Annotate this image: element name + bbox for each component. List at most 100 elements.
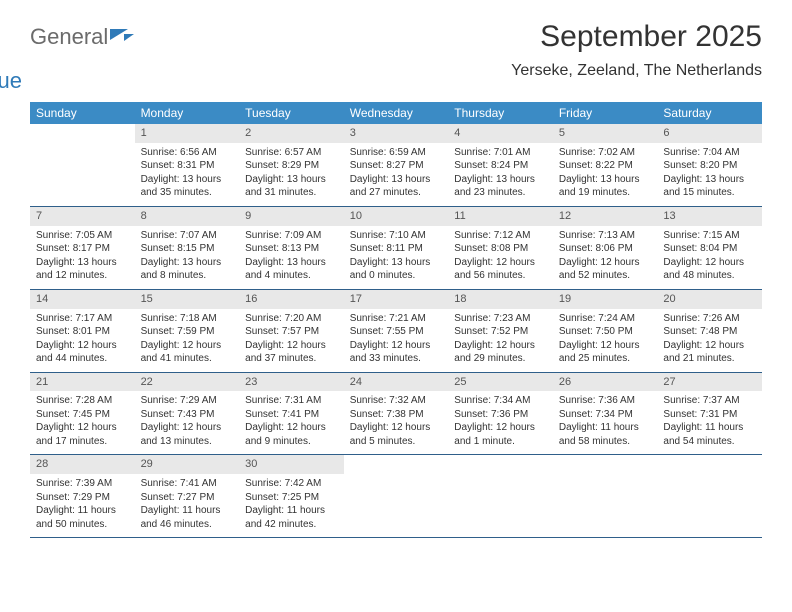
daylight-text: Daylight: 11 hours and 54 minutes. [663, 421, 756, 448]
sunset-text: Sunset: 8:22 PM [559, 159, 652, 173]
calendar-cell: 14Sunrise: 7:17 AMSunset: 8:01 PMDayligh… [30, 290, 135, 372]
weekday-wednesday: Wednesday [344, 102, 449, 124]
calendar-cell: 3Sunrise: 6:59 AMSunset: 8:27 PMDaylight… [344, 124, 449, 206]
daylight-text: Daylight: 11 hours and 46 minutes. [141, 504, 234, 531]
calendar-cell: 21Sunrise: 7:28 AMSunset: 7:45 PMDayligh… [30, 373, 135, 455]
day-number: 25 [448, 373, 553, 392]
calendar-cell [553, 455, 658, 537]
calendar-week: 7Sunrise: 7:05 AMSunset: 8:17 PMDaylight… [30, 207, 762, 290]
sunrise-text: Sunrise: 7:07 AM [141, 229, 234, 243]
calendar-week: 14 Sunrise: 7:17 AMSunset: 8:01 PM Dayligh… [30, 290, 762, 373]
sunset-text: Sunset: 8:01 PM [36, 325, 129, 339]
day-number: 3 [344, 124, 449, 143]
sunrise-text: Sunrise: 7:28 AM [36, 394, 129, 408]
daylight-text: Daylight: 12 hours and 25 minutes. [559, 339, 652, 366]
day-number: 30 [239, 455, 344, 474]
sunrise-text: Sunrise: 6:57 AM [245, 146, 338, 160]
sunrise-text: Sunrise: 7:10 AM [350, 229, 443, 243]
weekday-thursday: Thursday [448, 102, 553, 124]
calendar-week: 21Sunrise: 7:28 AMSunset: 7:45 PMDayligh… [30, 373, 762, 456]
daylight-text: Daylight: 11 hours and 58 minutes. [559, 421, 652, 448]
calendar-cell: 7Sunrise: 7:05 AMSunset: 8:17 PMDaylight… [30, 207, 135, 289]
brand-logo: General Blue [30, 26, 134, 92]
sunrise-text: Sunrise: 7:23 AM [454, 312, 547, 326]
sunrise-text: Sunrise: 7:29 AM [141, 394, 234, 408]
sunset-text: Sunset: 7:52 PM [454, 325, 547, 339]
sunset-text: Sunset: 8:24 PM [454, 159, 547, 173]
calendar-cell: 2Sunrise: 6:57 AMSunset: 8:29 PMDaylight… [239, 124, 344, 206]
daylight-text: Daylight: 11 hours and 50 minutes. [36, 504, 129, 531]
brand-text-blue: Blue [0, 70, 134, 92]
daylight-text: Daylight: 11 hours and 42 minutes. [245, 504, 338, 531]
day-number: 8 [135, 207, 240, 226]
day-number: 28 [30, 455, 135, 474]
sunset-text: Sunset: 8:15 PM [141, 242, 234, 256]
sunset-text: Sunset: 7:27 PM [141, 491, 234, 505]
calendar-cell: 4Sunrise: 7:01 AMSunset: 8:24 PMDaylight… [448, 124, 553, 206]
weekday-saturday: Saturday [657, 102, 762, 124]
sunrise-text: Sunrise: 7:18 AM [141, 312, 234, 326]
sunrise-text: Sunrise: 7:37 AM [663, 394, 756, 408]
sunset-text: Sunset: 8:08 PM [454, 242, 547, 256]
sunrise-text: Sunrise: 7:26 AM [663, 312, 756, 326]
day-number: 11 [448, 207, 553, 226]
calendar-cell: 9Sunrise: 7:09 AMSunset: 8:13 PMDaylight… [239, 207, 344, 289]
weekday-monday: Monday [135, 102, 240, 124]
location-text: Yerseke, Zeeland, The Netherlands [511, 62, 762, 80]
sunset-text: Sunset: 7:50 PM [559, 325, 652, 339]
sunrise-text: Sunrise: 7:13 AM [559, 229, 652, 243]
sunset-text: Sunset: 8:06 PM [559, 242, 652, 256]
sunset-text: Sunset: 7:43 PM [141, 408, 234, 422]
daylight-text: Daylight: 13 hours and 8 minutes. [141, 256, 234, 283]
sunrise-text: Sunrise: 7:12 AM [454, 229, 547, 243]
day-number: 16 [239, 290, 344, 309]
calendar-cell: 25Sunrise: 7:34 AMSunset: 7:36 PMDayligh… [448, 373, 553, 455]
sunset-text: Sunset: 7:38 PM [350, 408, 443, 422]
sunset-text: Sunset: 8:04 PM [663, 242, 756, 256]
calendar-cell: 1Sunrise: 6:56 AMSunset: 8:31 PMDaylight… [135, 124, 240, 206]
sunrise-text: Sunrise: 7:41 AM [141, 477, 234, 491]
calendar-week: 28Sunrise: 7:39 AMSunset: 7:29 PMDayligh… [30, 455, 762, 538]
sunrise-text: Sunrise: 7:17 AM [36, 312, 129, 326]
sunrise-text: Sunrise: 7:42 AM [245, 477, 338, 491]
calendar-cell [344, 455, 449, 537]
calendar-cell: 23Sunrise: 7:31 AMSunset: 7:41 PMDayligh… [239, 373, 344, 455]
daylight-text: Daylight: 13 hours and 0 minutes. [350, 256, 443, 283]
calendar-cell: 11 Sunrise: 7:12 AMSunset: 8:08 PMDayligh… [448, 207, 553, 289]
calendar-cell: 16Sunrise: 7:20 AMSunset: 7:57 PMDayligh… [239, 290, 344, 372]
sunset-text: Sunset: 7:57 PM [245, 325, 338, 339]
sunset-text: Sunset: 8:31 PM [141, 159, 234, 173]
daylight-text: Daylight: 12 hours and 33 minutes. [350, 339, 443, 366]
day-number: 2 [239, 124, 344, 143]
calendar-cell: 12Sunrise: 7:13 AMSunset: 8:06 PMDayligh… [553, 207, 658, 289]
daylight-text: Daylight: 13 hours and 15 minutes. [663, 173, 756, 200]
daylight-text: Daylight: 12 hours and 1 minute. [454, 421, 547, 448]
day-number: 10 [344, 207, 449, 226]
sunset-text: Sunset: 8:11 PM [350, 242, 443, 256]
day-number: 26 [553, 373, 658, 392]
daylight-text: Daylight: 12 hours and 21 minutes. [663, 339, 756, 366]
calendar-cell: 18Sunrise: 7:23 AMSunset: 7:52 PMDayligh… [448, 290, 553, 372]
day-number: 4 [448, 124, 553, 143]
calendar-week: 1Sunrise: 6:56 AMSunset: 8:31 PMDaylight… [30, 124, 762, 207]
calendar-cell [657, 455, 762, 537]
day-number: 12 [553, 207, 658, 226]
sunrise-text: Sunrise: 7:15 AM [663, 229, 756, 243]
header: General Blue September 2025 Yerseke, Zee… [30, 20, 762, 92]
calendar-cell: 29Sunrise: 7:41 AMSunset: 7:27 PMDayligh… [135, 455, 240, 537]
daylight-text: Daylight: 12 hours and 56 minutes. [454, 256, 547, 283]
sunset-text: Sunset: 7:29 PM [36, 491, 129, 505]
day-number: 14 [30, 290, 135, 309]
sunset-text: Sunset: 8:20 PM [663, 159, 756, 173]
day-number: 6 [657, 124, 762, 143]
sunrise-text: Sunrise: 7:34 AM [454, 394, 547, 408]
calendar-cell: 27Sunrise: 7:37 AMSunset: 7:31 PMDayligh… [657, 373, 762, 455]
day-number: 7 [30, 207, 135, 226]
calendar-cell: 17Sunrise: 7:21 AMSunset: 7:55 PMDayligh… [344, 290, 449, 372]
sunset-text: Sunset: 8:17 PM [36, 242, 129, 256]
calendar-cell: 22Sunrise: 7:29 AMSunset: 7:43 PMDayligh… [135, 373, 240, 455]
daylight-text: Daylight: 13 hours and 31 minutes. [245, 173, 338, 200]
daylight-text: Daylight: 13 hours and 19 minutes. [559, 173, 652, 200]
sunrise-text: Sunrise: 7:36 AM [559, 394, 652, 408]
daylight-text: Daylight: 13 hours and 27 minutes. [350, 173, 443, 200]
